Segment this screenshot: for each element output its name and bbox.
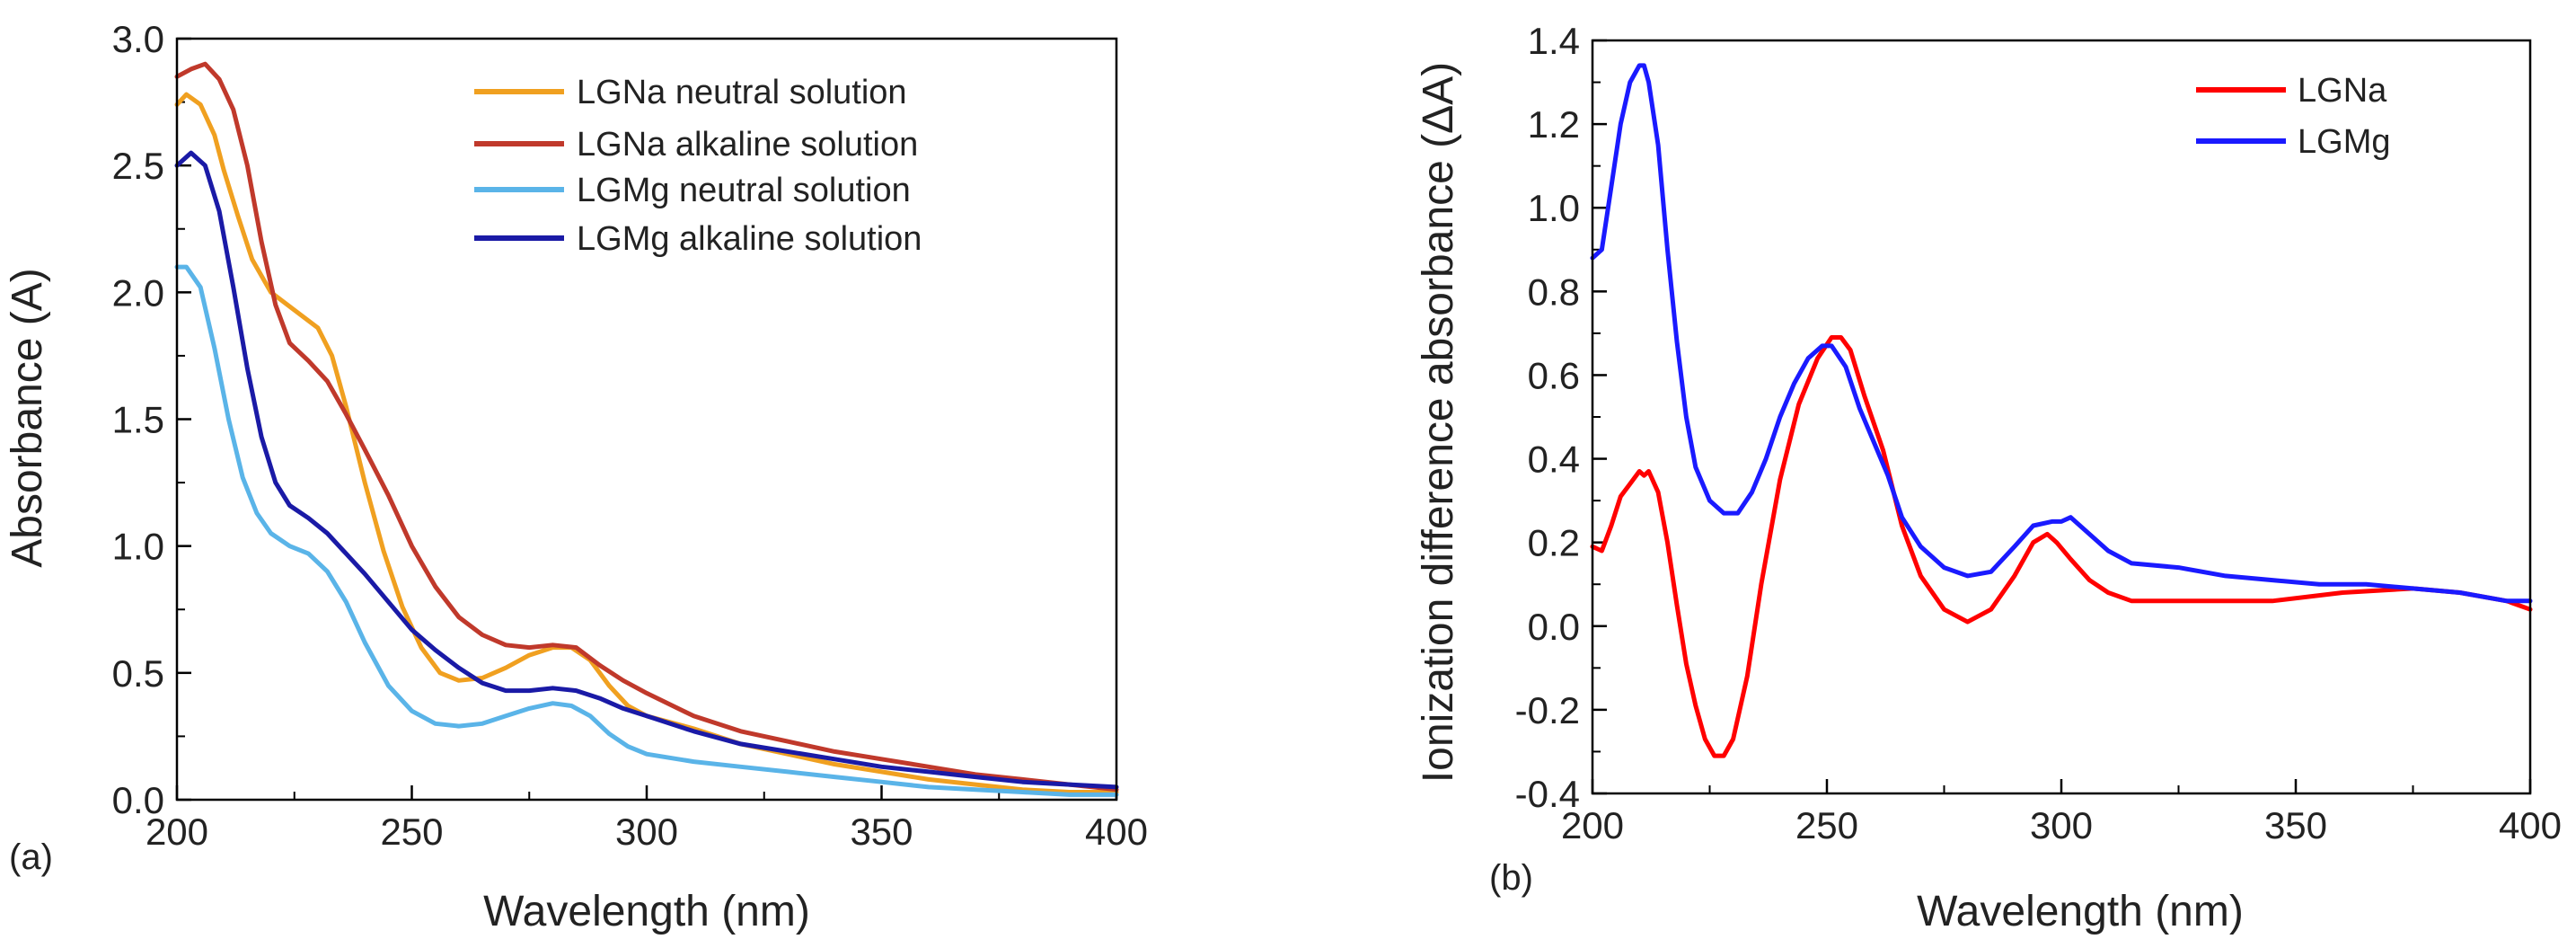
series-line-lgna-alkaline-solution [174,61,1119,793]
x-tick-label: 200 [146,811,208,853]
plot-frame-b [1591,39,2532,795]
y-tick-label: 1.0 [112,526,164,568]
y-tick-label: -0.2 [1515,689,1580,731]
legend-label-lgna: LGNa [2298,72,2387,110]
series-group-b [1590,63,2533,758]
y-tick-label: 0.6 [1528,354,1580,396]
legend-label-lgmg-neutral: LGMg neutral solution [577,172,911,209]
axis-ticks-b: 200 250 300 350 400 -0.4 -0.2 0.0 0.2 0.4 0.6 0.8 1.… [1515,20,2562,846]
y-tick-label: 1.0 [1528,187,1580,229]
series-line-lgmg-alkaline-solution [174,150,1119,790]
legend-label-lgna-neutral: LGNa neutral solution [577,74,907,111]
x-axis-title-a: Wavelength (nm) [483,888,810,935]
chart-b: (b) Wavelength (nm) Ionization differenc… [1415,20,2562,935]
y-tick-label: 1.5 [112,399,164,441]
y-tick-label: 0.5 [112,652,164,695]
x-tick-label: 200 [1561,804,1624,846]
y-tick-label: -0.4 [1515,773,1580,815]
x-axis-title-b: Wavelength (nm) [1917,888,2244,935]
x-tick-label: 300 [615,811,678,853]
x-tick-label: 350 [850,811,913,853]
legend-b: LGNa LGMg [2196,72,2390,161]
x-tick-label: 350 [2264,804,2327,846]
series-line-lgna [1590,335,2533,758]
y-tick-label: 0.0 [1528,606,1580,648]
plot-frame-a [175,37,1118,802]
legend-a: LGNa neutral solution LGNa alkaline solu… [474,74,922,258]
legend-label-lgmg-alkaline: LGMg alkaline solution [577,220,922,258]
series-group-a [174,61,1119,797]
y-axis-title-b: Ionization difference absorbance (ΔA) [1415,62,1462,783]
series-line-lgmg-neutral-solution [174,264,1119,797]
legend-label-lgmg: LGMg [2298,123,2390,161]
legend-label-lgna-alkaline: LGNa alkaline solution [577,126,918,164]
y-tick-label: 2.0 [112,271,164,314]
x-tick-label: 400 [2499,804,2562,846]
y-tick-label: 0.0 [112,779,164,821]
y-axis-title-a: Absorbance (A) [4,268,51,568]
y-tick-label: 0.4 [1528,439,1580,481]
axis-ticks-a: 200 250 300 350 400 0.0 0.5 1.0 1.5 2.0 2.5 3.0 [112,18,1148,853]
panel-label-b: (b) [1489,858,1533,898]
series-line-lgna-neutral-solution [174,92,1119,794]
x-tick-label: 400 [1085,811,1148,853]
x-tick-label: 250 [1795,804,1858,846]
y-tick-label: 0.8 [1528,270,1580,313]
x-tick-label: 300 [2030,804,2093,846]
chart-a: (a) Wavelength (nm) Absorbance (A) 200 25… [4,18,1148,935]
x-tick-label: 250 [380,811,443,853]
panel-label-a: (a) [9,837,53,877]
y-tick-label: 2.5 [112,145,164,187]
y-tick-label: 1.2 [1528,103,1580,146]
y-tick-label: 1.4 [1528,20,1580,62]
series-line-lgmg [1590,63,2533,604]
y-tick-label: 0.2 [1528,522,1580,564]
y-tick-label: 3.0 [112,18,164,60]
